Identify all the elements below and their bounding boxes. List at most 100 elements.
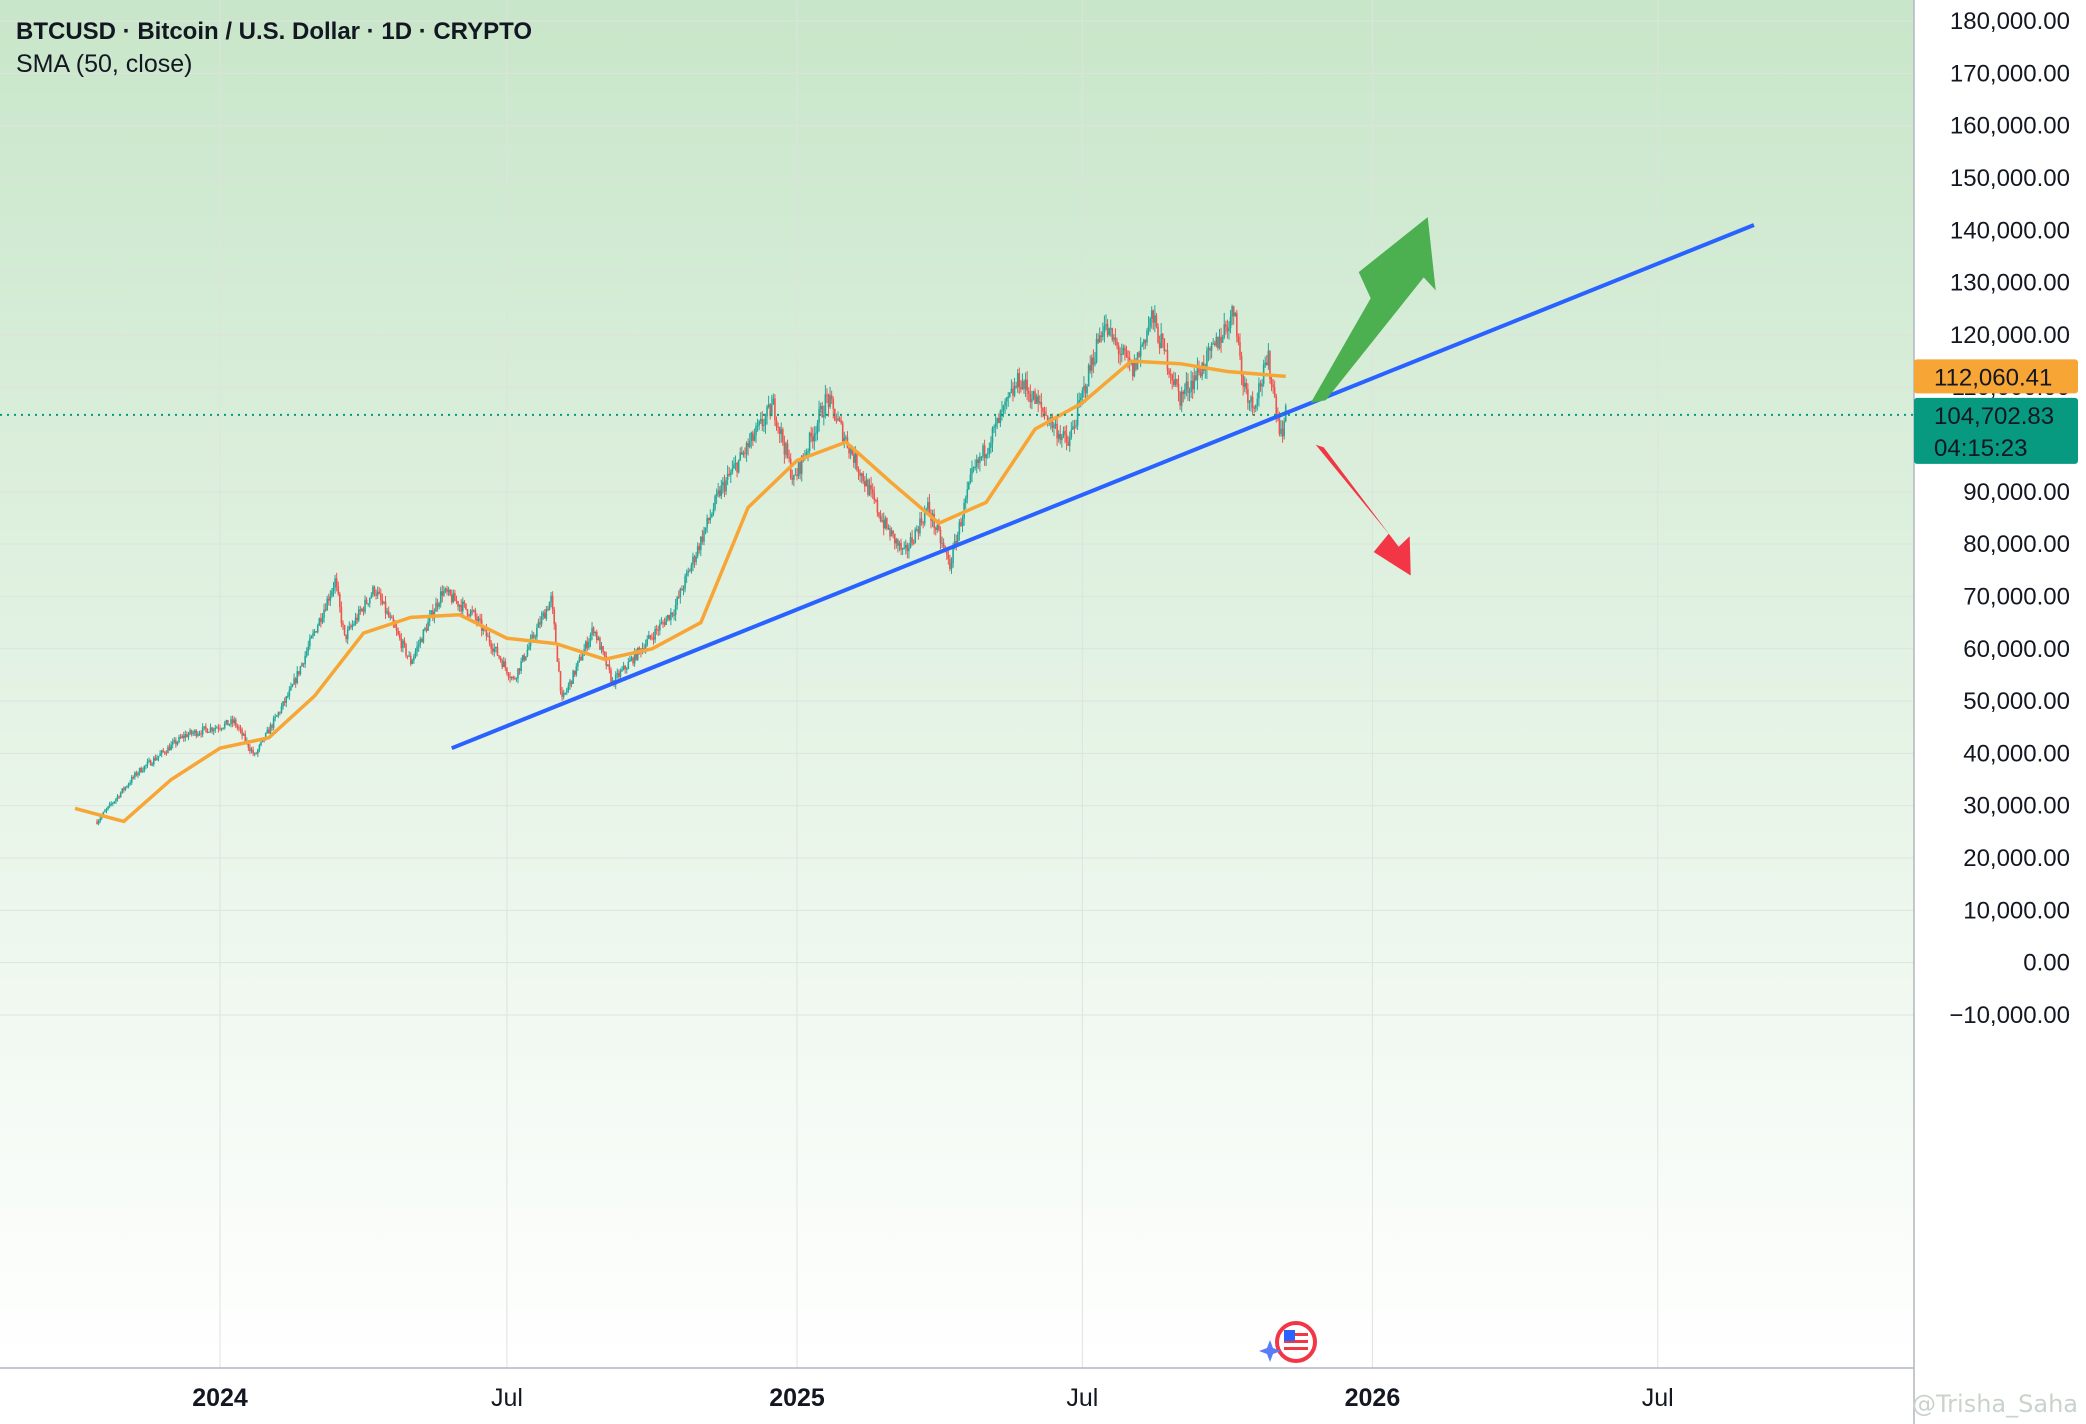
candle-body [1223,324,1226,338]
candle-body [851,448,853,455]
candle-body [783,442,786,455]
candle-body [376,591,379,596]
candle-body [241,729,243,736]
candle-body [518,668,521,671]
candle-body [521,655,524,662]
candle-body [1190,380,1192,392]
candle-body [922,522,924,524]
candle-body [906,544,909,552]
candle-body [618,673,620,677]
candle-body [703,531,705,542]
candle-body [1270,379,1273,385]
candle-body [717,490,719,494]
candle-body [605,655,608,666]
candle-body [326,598,329,611]
candle-body [1144,339,1147,343]
candle-body [1009,392,1011,397]
candle-body [602,646,604,652]
candle-body [782,429,784,443]
candle-body [443,590,445,596]
candle-body [231,719,234,723]
candle-body [676,596,678,605]
candle-body [96,821,98,824]
candle-body [968,482,970,490]
candle-body [428,615,431,622]
candle-body [1125,350,1128,358]
candle-body [863,481,866,487]
candle-body [493,648,496,652]
candle-body [540,616,543,625]
candle-body [706,518,708,528]
candle-body [927,502,929,510]
candle-body [660,622,663,625]
candle-body [111,803,114,805]
candle-body [715,493,718,497]
candle-body [912,543,915,545]
y-tick-label: 30,000.00 [1963,793,2070,820]
candle-body [1031,399,1033,403]
y-tick-label: −10,000.00 [1949,1002,2070,1029]
candle-body [928,502,931,514]
candle-body [774,398,776,421]
candle-body [113,801,116,804]
candle-body [550,595,552,603]
candle-body [875,500,877,502]
candle-body [124,786,127,790]
candle-body [466,609,469,616]
candle-body [1220,336,1222,343]
candle-body [947,554,950,559]
candle-body [632,657,634,664]
candle-body [591,627,593,635]
trendline[interactable] [451,223,1755,751]
candle-body [160,750,163,754]
candle-body [725,479,727,492]
candle-body [878,512,880,517]
candle-body [739,452,742,460]
candle-body [534,636,537,638]
symbol-title[interactable]: BTCUSD · Bitcoin / U.S. Dollar · 1D · CR… [16,18,533,45]
price-axis[interactable]: 180,000.00 170,000.00 160,000.00 150,000.00… [1949,8,2070,1029]
time-axis[interactable]: 2024 Jul 2025 Jul 2026 Jul [192,1384,1674,1412]
candle-body [477,618,480,622]
candle-body [450,595,453,603]
candle-body [293,678,295,685]
candle-body [901,548,904,550]
candle-body [1105,324,1107,327]
arrow-down-icon[interactable] [1315,444,1411,576]
candle-body [572,670,574,684]
us-flag-event-icon[interactable] [1275,1321,1317,1363]
arrow-up-icon[interactable] [1310,217,1436,403]
candle-body [761,419,764,427]
candle-body [539,621,541,625]
candle-body [514,678,516,680]
candle-body [610,670,612,683]
indicator-label[interactable]: SMA (50, close) [16,50,193,78]
candle-body [97,820,100,824]
candle-body [430,610,433,616]
candle-body [867,479,869,495]
candle-body [458,604,461,607]
candle-body [171,741,174,745]
candle-body [324,609,327,611]
candle-body [520,661,522,671]
candle-body [1116,341,1118,346]
candle-body [816,423,819,434]
candle-body [652,637,655,640]
candle-body [619,671,622,677]
candle-body [993,426,995,428]
candle-body [955,540,958,546]
candle-body [821,406,824,418]
candle-body [1281,428,1284,437]
candle-body [1103,326,1106,333]
candle-body [414,651,417,657]
candle-body [392,618,395,625]
candle-body [173,740,176,742]
candle-body [482,627,485,631]
candle-body [835,420,838,422]
candle-body [893,533,896,544]
candle-body [942,542,945,547]
candle-body [118,796,120,798]
candle-body [759,419,762,422]
candle-body [179,736,182,738]
